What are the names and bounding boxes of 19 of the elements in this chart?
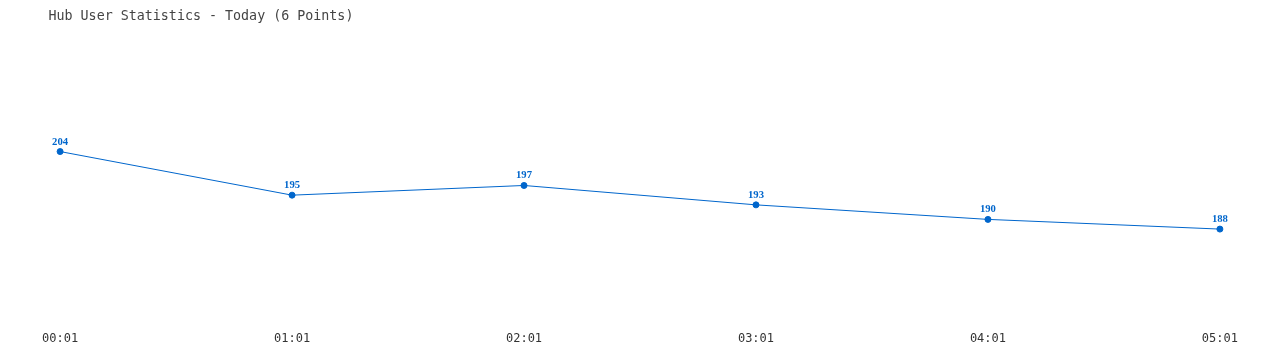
x-tick-label: 00:01: [42, 330, 79, 345]
point: [520, 181, 528, 189]
point: [752, 201, 760, 209]
data-label: 204: [52, 135, 69, 147]
x-tick-label: 03:01: [737, 330, 775, 345]
point: [56, 148, 64, 156]
data-label: 190: [979, 203, 996, 215]
x-tick-label: 04:01: [969, 330, 1006, 345]
data-label: 188: [1211, 213, 1228, 225]
point: [288, 191, 296, 199]
point: [1216, 225, 1224, 233]
x-tick-label: 01:01: [274, 330, 311, 345]
data-label: 193: [747, 188, 764, 200]
point: [984, 215, 992, 223]
x-tick-label: 02:01: [505, 330, 543, 345]
x-tick-label: 05:01: [1201, 330, 1238, 345]
chart-title: Hub User Statistics - Today (6 Points): [48, 7, 354, 23]
data-label: 195: [284, 179, 301, 191]
data-label: 197: [516, 169, 533, 181]
